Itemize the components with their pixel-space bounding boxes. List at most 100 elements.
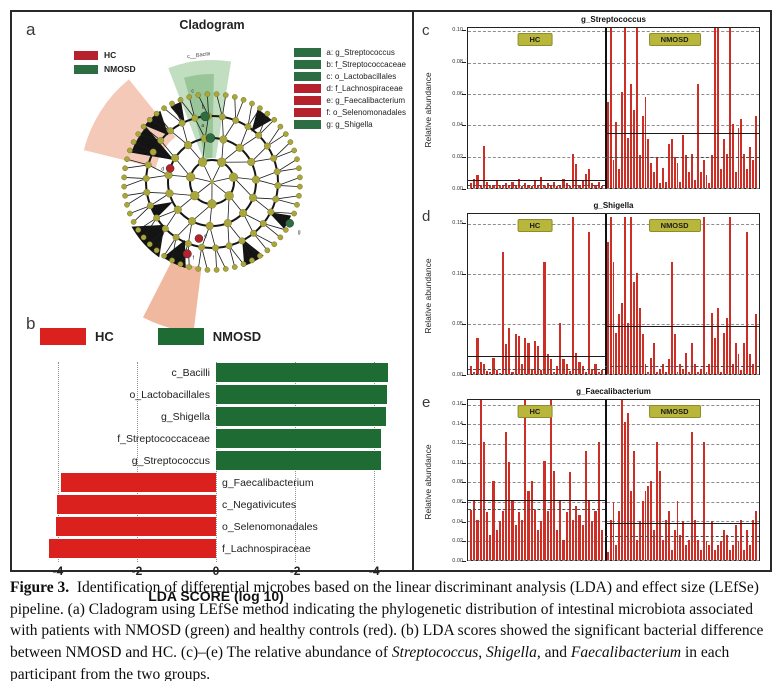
cladogram-letter-marker: e <box>204 233 207 239</box>
abund-bar <box>693 180 696 188</box>
abund-bar <box>714 28 717 188</box>
abund-gridline <box>468 443 759 445</box>
taxa-legend-label: e: g_Faecalibacterium <box>326 96 406 105</box>
cladogram-taxon-node <box>165 164 175 173</box>
abund-bar <box>543 186 546 188</box>
abund-bar <box>667 144 670 188</box>
panel-c-letter: c <box>422 22 430 39</box>
abund-bar <box>664 181 667 188</box>
legend-swatch <box>294 108 322 117</box>
abund-bar <box>495 370 498 374</box>
lda-bar-label: c_Bacilli <box>171 367 210 379</box>
abund-bar <box>632 451 635 560</box>
abund-bar <box>630 84 632 188</box>
abund-bar <box>664 372 667 374</box>
lda-tick-label: -2 <box>131 564 143 578</box>
cladogram-node <box>187 217 197 226</box>
abund-bar <box>489 372 492 374</box>
lda-bar <box>55 517 216 536</box>
cladogram-node <box>270 154 278 162</box>
cladogram-branch <box>138 133 161 141</box>
lda-plot: c_Bacilli o_Lactobacillales g_Shigella f_St… <box>42 362 390 562</box>
abund-ytick-label: 0.10 <box>452 459 463 466</box>
abund-bar <box>615 333 618 374</box>
abund-ytick-label: 0.04 <box>452 122 463 129</box>
abund-bar <box>517 336 520 374</box>
group-mean-line <box>468 499 605 501</box>
abund-bar <box>476 175 479 188</box>
right-column: c g_Streptococcus Relative abundance 0.1… <box>414 12 770 570</box>
abund-bar <box>624 422 627 560</box>
abund-bar <box>685 544 688 560</box>
abund-bar <box>559 323 562 374</box>
cladogram-branch <box>277 177 301 186</box>
abund-bar <box>517 178 520 188</box>
abund-bar <box>708 364 711 374</box>
abund-gridline <box>468 374 759 375</box>
panel-d-yaxis: 0.15 0.10 0.05 0.00 <box>442 213 466 378</box>
abund-bar <box>728 28 731 188</box>
cladogram-node <box>273 168 281 176</box>
cladogram-node <box>231 94 238 100</box>
cladogram-node <box>149 148 157 156</box>
abund-bar <box>587 500 591 560</box>
abund-bar <box>562 359 565 374</box>
cladogram-node <box>205 221 214 230</box>
cladogram-branch <box>149 228 166 245</box>
lda-bar-label: g_Streptococcus <box>131 455 210 467</box>
cladogram-branch <box>258 113 268 136</box>
abund-bar <box>632 109 635 188</box>
cladogram-node <box>213 91 220 97</box>
abund-ytick-mark <box>462 403 466 405</box>
cladogram-node <box>172 233 180 241</box>
cladogram-node <box>264 110 271 117</box>
abund-bar <box>702 217 705 374</box>
cladogram-node <box>161 225 169 233</box>
abund-bar <box>609 217 612 374</box>
cladogram-node <box>157 137 165 144</box>
abund-bar <box>575 353 578 374</box>
cladogram-branch <box>125 164 149 169</box>
panel-e-ylabel: Relative abundance <box>423 444 433 520</box>
caption-segment: , <box>478 644 487 662</box>
abund-group-nmosd <box>605 28 759 188</box>
lda-bar-label: o_Selenomonadales <box>222 521 318 533</box>
cladogram-node <box>291 210 298 217</box>
cladogram-branch <box>258 119 275 136</box>
abund-bar <box>685 155 688 188</box>
cladogram-branch <box>143 126 161 141</box>
legend-label: NMOSD <box>212 329 262 344</box>
lda-bar-row: c_Bacilli <box>42 362 390 384</box>
cladogram-node <box>140 123 147 130</box>
cladogram-node <box>184 240 192 248</box>
taxa-legend-item: g: g_Shigella <box>294 120 406 129</box>
abund-bar <box>521 520 524 560</box>
cladogram-branch <box>215 247 227 270</box>
abund-bar <box>562 178 565 188</box>
abund-bar <box>717 28 720 188</box>
cladogram-node <box>169 100 175 107</box>
lda-bar-row: f_Lachnospiraceae <box>42 538 390 560</box>
cladogram-taxon-node <box>205 133 216 143</box>
cladogram-branch <box>126 158 149 166</box>
abund-bar <box>594 184 597 188</box>
cladogram-node <box>146 202 154 210</box>
cladogram-node <box>223 219 232 228</box>
cladogram-taxon-node <box>194 234 204 243</box>
abund-gridline <box>468 93 759 95</box>
group-median-line <box>604 366 759 367</box>
group-chip-nmosd: NMOSD <box>648 405 701 418</box>
cladogram-node <box>186 264 193 270</box>
legend-label: HC <box>104 50 117 60</box>
abund-bar <box>501 510 505 560</box>
abund-bar <box>479 184 482 188</box>
abund-bar <box>568 186 571 188</box>
abund-bar <box>659 369 661 374</box>
abund-bar <box>717 544 720 560</box>
cladogram-branch <box>126 191 148 206</box>
cladogram-node <box>153 110 160 117</box>
cladogram-node <box>190 190 200 201</box>
cladogram-branch <box>129 205 151 214</box>
cladogram-branch <box>123 178 147 187</box>
abund-bar <box>627 412 630 560</box>
